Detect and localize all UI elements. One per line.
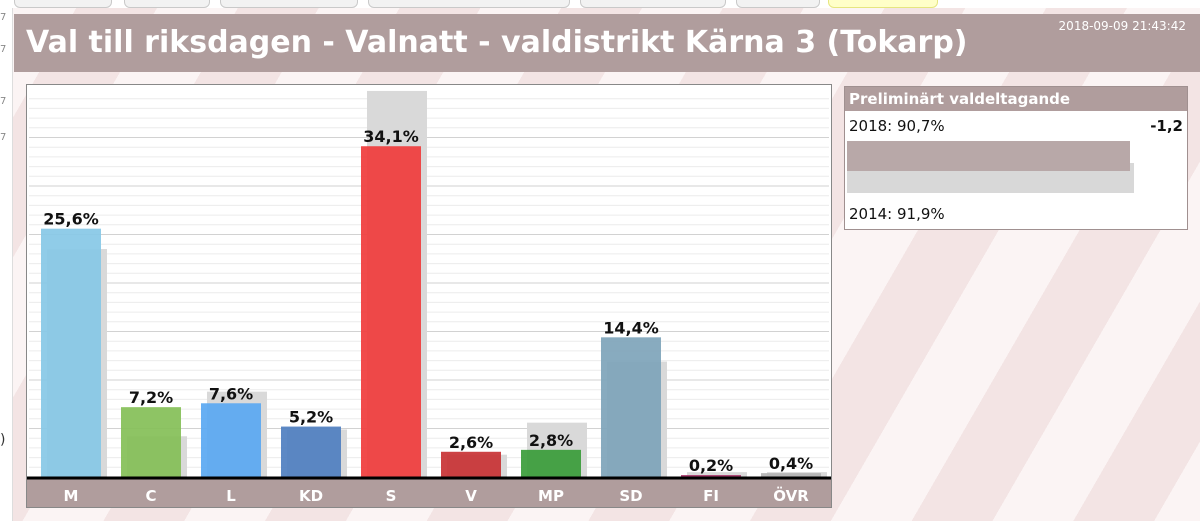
bar-övr	[761, 473, 821, 477]
bar-sd	[601, 337, 661, 477]
top-tab[interactable]	[580, 0, 726, 8]
data-label-fi: 0,2%	[689, 456, 733, 475]
previous-bar-fi	[687, 472, 747, 477]
bar-c	[121, 407, 181, 477]
data-label-v: 2,6%	[449, 433, 493, 452]
top-tab-strip	[0, 0, 1200, 8]
category-axis-band	[27, 479, 831, 507]
tick-label-c: C	[145, 487, 156, 505]
data-label-kd: 5,2%	[289, 408, 333, 427]
top-tab-active[interactable]	[828, 0, 938, 8]
bar-l	[201, 403, 261, 477]
data-label-sd: 14,4%	[603, 318, 659, 337]
data-label-m: 25,6%	[43, 210, 99, 229]
tick-label-sd: SD	[619, 487, 642, 505]
turnout-panel: Preliminärt valdeltagande 2018: 90,7% -1…	[844, 86, 1188, 230]
tick-label-s: S	[386, 487, 397, 505]
data-label-s: 34,1%	[363, 127, 419, 146]
left-strip-mark: 7	[0, 96, 7, 107]
tick-label-kd: KD	[299, 487, 323, 505]
top-tab[interactable]	[14, 0, 112, 8]
data-label-c: 7,2%	[129, 388, 173, 407]
bar-s	[361, 146, 421, 478]
tick-label-v: V	[465, 487, 477, 505]
page-header: Val till riksdagen - Valnatt - valdistri…	[14, 14, 1200, 72]
bar-v	[441, 451, 501, 477]
tick-label-l: L	[226, 487, 236, 505]
turnout-diff: -1,2	[1150, 117, 1183, 135]
tick-label-fi: FI	[703, 487, 719, 505]
top-tab[interactable]	[220, 0, 358, 8]
turnout-current-label: 2018: 90,7%	[849, 117, 945, 135]
turnout-previous-label: 2014: 91,9%	[849, 205, 945, 223]
page-title: Val till riksdagen - Valnatt - valdistri…	[26, 25, 968, 60]
turnout-current-bar	[847, 141, 1130, 171]
chart-canvas: 25,6% 7,2% 7,6% 5,2% 34,1% 2,6% 2,8% 14,4% 0,2% 0…	[27, 90, 831, 507]
update-timestamp: 2018-09-09 21:43:42	[1058, 19, 1186, 33]
bar-m	[41, 228, 101, 477]
tick-label-m: M	[64, 487, 79, 505]
left-strip-mark: 7	[0, 132, 7, 143]
top-tab[interactable]	[736, 0, 820, 8]
left-strip-mark: 7	[0, 12, 7, 23]
bar-mp	[521, 449, 581, 477]
tick-label-övr: ÖVR	[773, 486, 809, 505]
data-label-övr: 0,4%	[769, 454, 813, 473]
turnout-title: Preliminärt valdeltagande	[845, 87, 1187, 111]
bar-fi	[681, 475, 741, 477]
bar-kd	[281, 426, 341, 477]
results-bar-chart: 25,6% 7,2% 7,6% 5,2% 34,1% 2,6% 2,8% 14,4% 0,2% 0…	[26, 84, 832, 508]
data-label-l: 7,6%	[209, 384, 253, 403]
tick-label-mp: MP	[538, 487, 564, 505]
top-tab[interactable]	[124, 0, 210, 8]
left-strip-mark: )	[0, 432, 6, 448]
left-strip-mark: 7	[0, 44, 7, 55]
data-label-mp: 2,8%	[529, 431, 573, 450]
left-side-panel: 7 7 7 7 )	[0, 8, 13, 521]
top-tab[interactable]	[368, 0, 570, 8]
